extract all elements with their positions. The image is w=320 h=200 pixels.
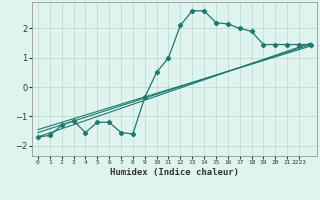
X-axis label: Humidex (Indice chaleur): Humidex (Indice chaleur) <box>110 168 239 177</box>
